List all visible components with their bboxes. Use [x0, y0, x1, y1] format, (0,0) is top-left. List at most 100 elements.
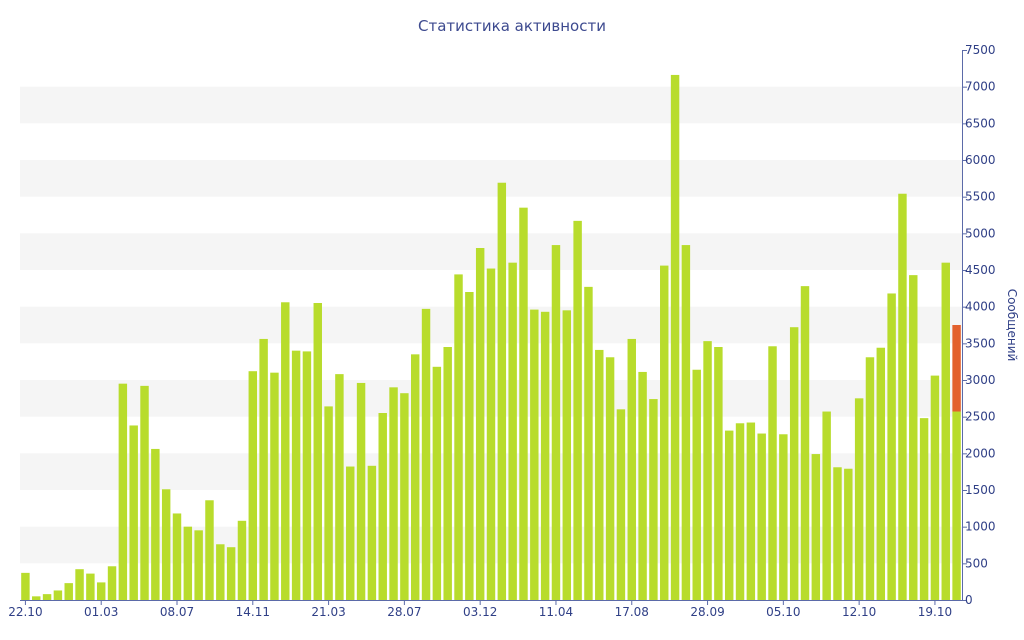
bar	[75, 569, 84, 600]
bar	[389, 387, 398, 600]
grid-band	[20, 86, 962, 124]
y-tick-label: 7000	[965, 80, 996, 94]
bar	[540, 311, 550, 600]
bar	[584, 286, 593, 600]
x-tick-label: 08.07	[160, 605, 194, 619]
bar	[909, 275, 918, 600]
bar	[335, 374, 344, 600]
bar	[226, 547, 236, 600]
y-tick-label: 5500	[965, 190, 996, 204]
bar	[833, 467, 842, 600]
x-tick-label: 22.10	[8, 605, 42, 619]
bar	[811, 454, 821, 600]
y-tick-label: 4500	[965, 263, 996, 277]
y-tick-label: 4000	[965, 300, 996, 314]
bar	[151, 448, 160, 600]
bar	[475, 248, 485, 600]
x-tick-label: 14.11	[236, 605, 270, 619]
bar	[497, 182, 507, 600]
y-tick-label: 3500	[965, 336, 996, 350]
bar	[421, 308, 431, 600]
bar	[779, 434, 788, 600]
bar	[789, 327, 799, 600]
x-tick-label: 21.03	[311, 605, 345, 619]
bar	[270, 372, 279, 600]
y-tick-label: 0	[965, 593, 973, 607]
x-tick-label: 05.10	[766, 605, 800, 619]
bar	[400, 393, 409, 600]
x-tick-labels: 22.10 01.03 08.07 14.11 21.03 28.07 03.12 11.04…	[8, 600, 952, 619]
bar	[703, 341, 712, 600]
bar	[194, 530, 203, 600]
bar	[21, 572, 30, 600]
bar	[205, 500, 214, 600]
y-tick-labels: 0 500 1000 1500 2000 2500 3000 3500 4000 4500 5000…	[962, 43, 996, 607]
bar	[627, 338, 636, 600]
bar	[573, 220, 582, 600]
bar	[291, 350, 301, 600]
y-tick-label: 1000	[965, 520, 996, 534]
bar	[443, 347, 452, 600]
bar	[259, 338, 268, 600]
bar	[86, 573, 95, 600]
bar	[530, 309, 539, 600]
y-tick-label: 5000	[965, 226, 996, 240]
bars-group	[21, 74, 961, 601]
bar	[96, 582, 106, 600]
bar	[800, 286, 810, 600]
chart-title: Статистика активности	[418, 17, 606, 35]
y-axis-title: Сообщений	[1005, 289, 1019, 362]
bar	[237, 520, 247, 600]
grid-band	[20, 160, 962, 197]
bar	[551, 245, 561, 601]
bar	[930, 375, 940, 600]
x-tick-label: 11.04	[539, 605, 573, 619]
bar	[161, 489, 171, 600]
bar	[313, 303, 322, 600]
bar	[724, 430, 734, 600]
bar	[324, 406, 333, 600]
bar	[605, 357, 615, 600]
grid-band	[20, 233, 962, 270]
bar	[844, 468, 853, 600]
x-tick-label: 03.12	[463, 605, 497, 619]
bar	[638, 371, 647, 600]
bar	[746, 422, 756, 600]
bar	[692, 369, 701, 600]
bar	[876, 347, 886, 600]
bar	[216, 544, 225, 600]
y-tick-label: 3000	[965, 373, 996, 387]
bar	[118, 383, 128, 600]
bar	[508, 262, 517, 600]
x-tick-label: 19.10	[918, 605, 952, 619]
bar	[822, 411, 831, 600]
bar	[42, 594, 52, 600]
y-tick-label: 6000	[965, 153, 996, 167]
y-tick-label: 6500	[965, 116, 996, 130]
y-tick-label: 2000	[965, 446, 996, 460]
x-tick-label: 12.10	[842, 605, 876, 619]
bar	[356, 382, 366, 600]
bar	[367, 465, 377, 600]
bar	[183, 526, 193, 600]
bar	[854, 398, 864, 600]
bar	[248, 371, 258, 600]
bar	[952, 411, 961, 600]
bar	[129, 425, 138, 600]
bar	[410, 354, 420, 600]
x-tick-label: 17.08	[615, 605, 649, 619]
bar	[714, 347, 723, 600]
bar	[432, 366, 442, 600]
bar	[941, 262, 950, 600]
bar	[465, 292, 474, 600]
y-tick-label: 2500	[965, 410, 996, 424]
bar	[887, 293, 896, 600]
bar	[562, 310, 572, 600]
y-tick-label: 1500	[965, 483, 996, 497]
bar	[107, 566, 117, 600]
bar	[32, 596, 41, 600]
bar	[681, 245, 691, 601]
bar	[768, 346, 777, 600]
bar	[649, 399, 658, 600]
